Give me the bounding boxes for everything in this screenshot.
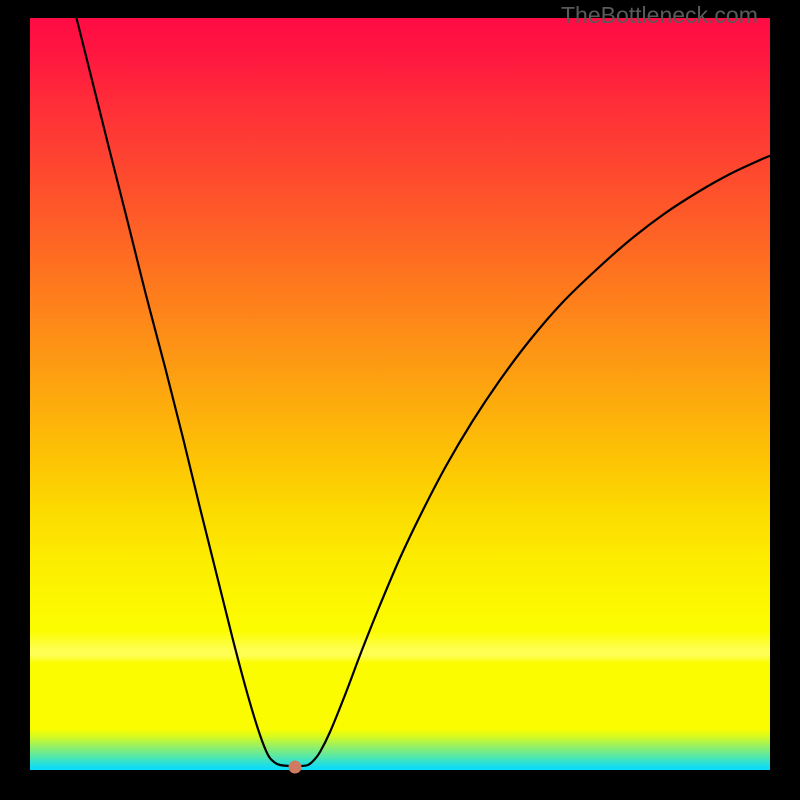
plot-area — [30, 18, 770, 770]
watermark-text: TheBottleneck.com — [561, 2, 758, 29]
bottleneck-chart — [0, 0, 800, 800]
optimal-point-marker — [289, 761, 302, 774]
